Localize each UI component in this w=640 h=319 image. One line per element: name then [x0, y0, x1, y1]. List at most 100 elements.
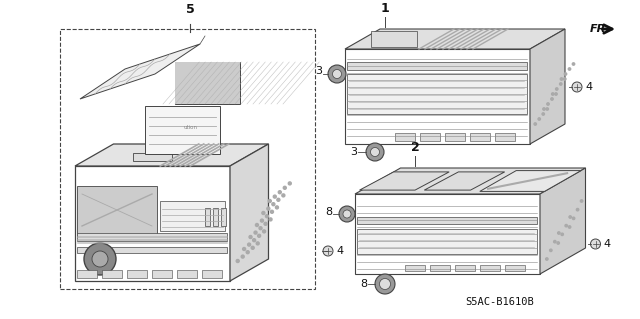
- Circle shape: [262, 211, 265, 214]
- Circle shape: [554, 241, 556, 243]
- Circle shape: [266, 215, 268, 218]
- Bar: [102, 270, 122, 278]
- Polygon shape: [530, 29, 565, 144]
- Circle shape: [572, 63, 575, 65]
- Circle shape: [275, 206, 278, 209]
- Circle shape: [84, 243, 116, 275]
- Circle shape: [572, 217, 575, 219]
- Bar: [480, 265, 500, 271]
- Circle shape: [251, 246, 254, 249]
- Circle shape: [323, 246, 333, 256]
- Bar: [430, 265, 450, 271]
- Polygon shape: [360, 172, 449, 190]
- Circle shape: [282, 194, 285, 197]
- Circle shape: [546, 108, 548, 110]
- Circle shape: [256, 242, 259, 245]
- Text: 3: 3: [350, 147, 357, 157]
- Circle shape: [288, 182, 291, 185]
- Circle shape: [552, 93, 554, 95]
- Circle shape: [375, 274, 395, 294]
- Circle shape: [568, 226, 571, 228]
- Bar: [175, 62, 240, 104]
- Bar: [77, 270, 97, 278]
- Bar: [470, 133, 490, 141]
- Circle shape: [580, 200, 583, 202]
- Bar: [495, 133, 515, 141]
- Polygon shape: [371, 31, 417, 47]
- Circle shape: [254, 231, 257, 234]
- Bar: [127, 270, 147, 278]
- Bar: [420, 133, 440, 141]
- Circle shape: [572, 82, 582, 92]
- Bar: [357, 229, 537, 254]
- Circle shape: [253, 239, 255, 242]
- Circle shape: [550, 249, 552, 252]
- Text: 8: 8: [360, 279, 367, 289]
- Circle shape: [543, 108, 545, 110]
- Circle shape: [328, 65, 346, 83]
- Circle shape: [92, 251, 108, 267]
- Bar: [202, 270, 222, 278]
- Circle shape: [564, 78, 566, 80]
- Text: FR.: FR.: [590, 24, 611, 34]
- Circle shape: [262, 230, 266, 233]
- Polygon shape: [230, 144, 269, 281]
- Circle shape: [547, 103, 549, 105]
- Circle shape: [555, 93, 557, 95]
- Circle shape: [236, 259, 239, 263]
- Circle shape: [538, 118, 540, 120]
- Circle shape: [272, 203, 275, 206]
- Circle shape: [339, 206, 355, 222]
- Circle shape: [243, 248, 246, 250]
- Circle shape: [333, 70, 342, 78]
- Circle shape: [278, 191, 282, 194]
- Polygon shape: [355, 194, 540, 274]
- Polygon shape: [80, 44, 200, 99]
- Bar: [357, 217, 537, 224]
- Text: 4: 4: [336, 246, 343, 256]
- Circle shape: [264, 222, 267, 225]
- Circle shape: [561, 233, 563, 235]
- Circle shape: [277, 198, 280, 201]
- Bar: [60, 29, 315, 289]
- Circle shape: [557, 232, 560, 234]
- Bar: [175, 62, 240, 104]
- Circle shape: [546, 258, 548, 260]
- Circle shape: [271, 210, 273, 213]
- Bar: [405, 265, 425, 271]
- Bar: [213, 208, 218, 226]
- Circle shape: [564, 73, 566, 75]
- Polygon shape: [345, 29, 565, 49]
- Text: 8: 8: [325, 207, 332, 217]
- Circle shape: [255, 224, 259, 226]
- Bar: [455, 265, 475, 271]
- Circle shape: [273, 195, 276, 198]
- Bar: [77, 186, 157, 236]
- Circle shape: [366, 143, 384, 161]
- Circle shape: [559, 83, 562, 85]
- Text: 5: 5: [186, 3, 195, 16]
- Circle shape: [569, 216, 572, 218]
- Polygon shape: [133, 153, 172, 160]
- Circle shape: [534, 123, 536, 125]
- Text: 4: 4: [604, 239, 611, 249]
- Polygon shape: [345, 49, 530, 144]
- Bar: [160, 201, 225, 231]
- Circle shape: [371, 147, 380, 157]
- Circle shape: [551, 98, 553, 100]
- Polygon shape: [540, 168, 586, 274]
- Circle shape: [542, 113, 545, 115]
- Circle shape: [560, 78, 563, 80]
- Polygon shape: [75, 166, 230, 281]
- Circle shape: [556, 88, 558, 90]
- Circle shape: [258, 234, 260, 237]
- Bar: [445, 133, 465, 141]
- Circle shape: [557, 242, 559, 244]
- Circle shape: [577, 209, 579, 211]
- Text: 2: 2: [411, 141, 419, 154]
- Polygon shape: [355, 168, 586, 194]
- Polygon shape: [424, 172, 505, 190]
- Bar: [395, 133, 415, 141]
- Bar: [152, 270, 172, 278]
- Polygon shape: [480, 171, 581, 191]
